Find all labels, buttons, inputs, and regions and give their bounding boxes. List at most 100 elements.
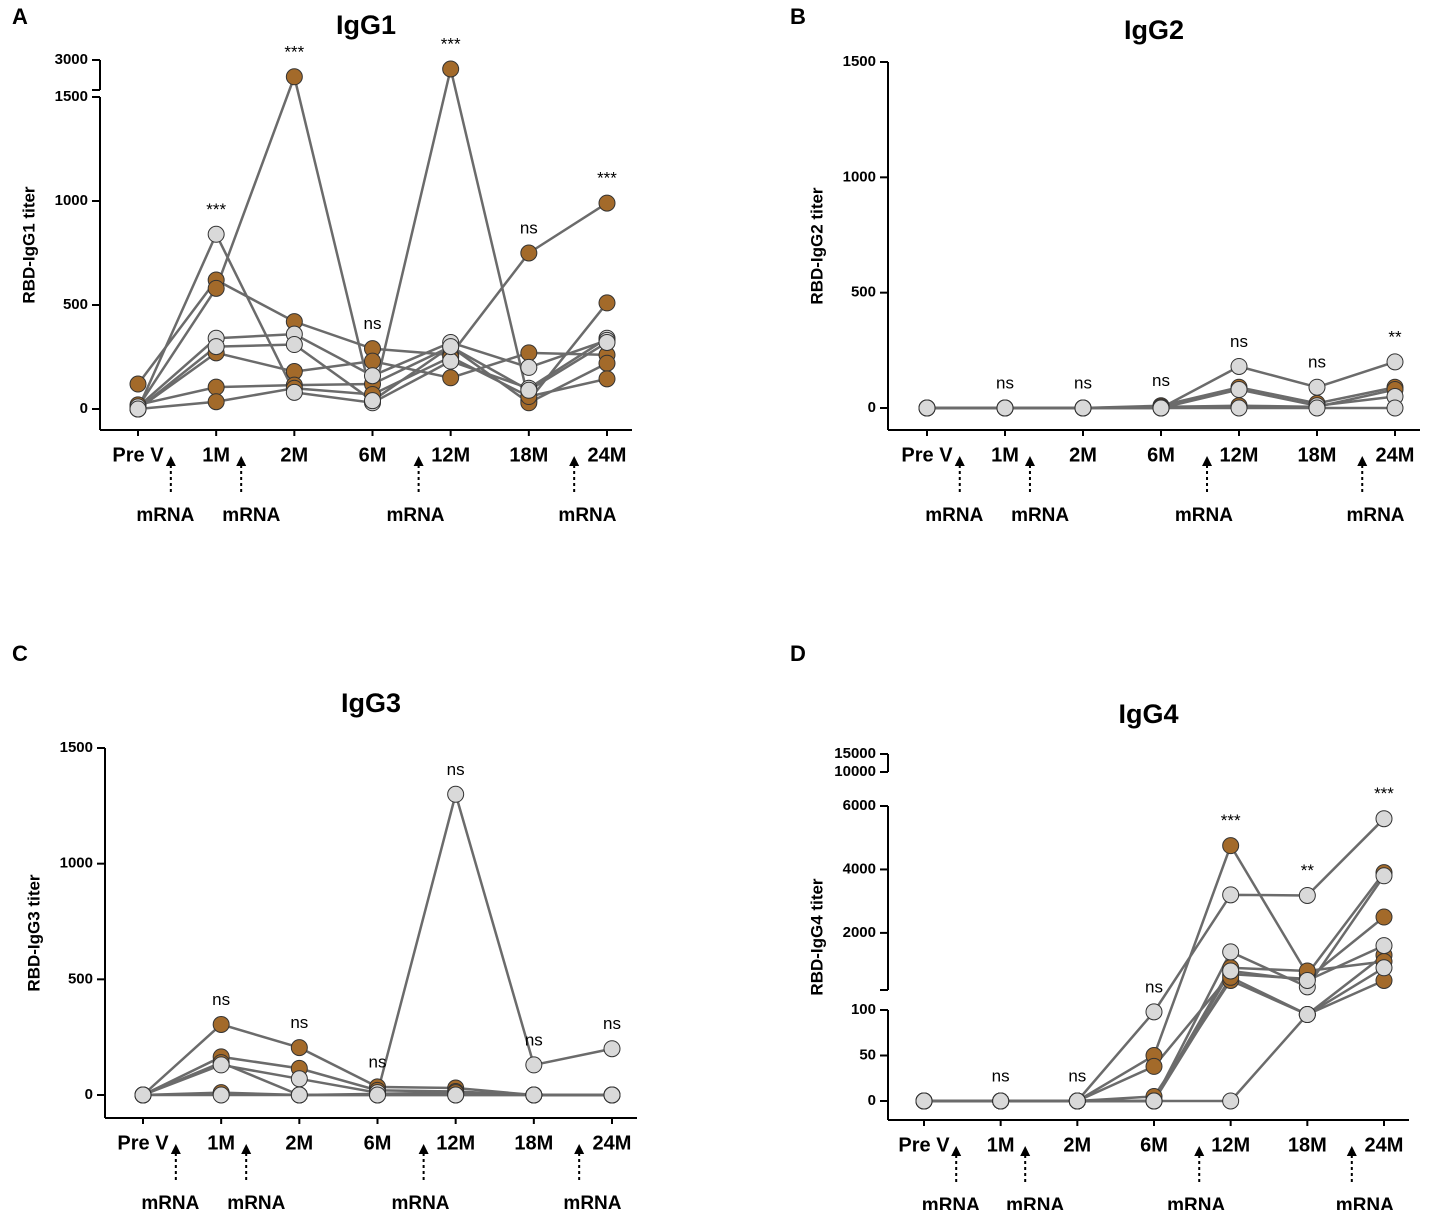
data-point [1230, 399, 1248, 417]
data-point [207, 279, 225, 297]
x-tick-label: 18M [1288, 1134, 1327, 1156]
data-point [290, 1039, 308, 1057]
x-tick-label: 18M [1298, 444, 1337, 466]
significance-label: ns [1230, 332, 1248, 351]
data-point [598, 294, 616, 312]
x-tick-label: 6M [359, 444, 387, 466]
data-point [603, 1086, 621, 1104]
data-point [520, 244, 538, 262]
significance-label: ns [1068, 1066, 1086, 1085]
x-tick-label: Pre V [117, 1132, 169, 1154]
data-point [1152, 399, 1170, 417]
data-point [447, 785, 465, 803]
data-point [442, 60, 460, 78]
y-tick-label: 1000 [843, 168, 876, 185]
data-point [1298, 971, 1316, 989]
y-tick-label: 500 [63, 296, 88, 313]
dose-label: mRNA [141, 1193, 199, 1210]
x-tick-label: 24M [593, 1132, 632, 1154]
dose-arrowhead [954, 456, 965, 466]
dose-arrowhead [236, 456, 247, 466]
data-point [1386, 353, 1404, 371]
y-tick-label: 0 [868, 1092, 876, 1109]
data-point [1145, 1057, 1163, 1075]
data-point [520, 381, 538, 399]
data-point [212, 1086, 230, 1104]
y-tick-label: 15000 [834, 745, 876, 762]
y-tick-label: 0 [80, 400, 88, 417]
dose-arrowhead [241, 1144, 252, 1154]
y-tick-label: 3000 [55, 51, 88, 68]
data-point [1308, 378, 1326, 396]
significance-label: *** [206, 200, 226, 219]
x-tick-label: 1M [202, 444, 230, 466]
dose-label: mRNA [227, 1193, 285, 1210]
y-tick-label: 1500 [60, 739, 93, 756]
significance-label: ns [603, 1014, 621, 1033]
data-point [1222, 1092, 1240, 1110]
data-point [996, 399, 1014, 417]
dose-arrowhead [165, 456, 176, 466]
significance-label: ns [1145, 977, 1163, 996]
dose-label: mRNA [1011, 505, 1069, 526]
dose-label: mRNA [558, 505, 616, 526]
dose-arrowhead [413, 456, 424, 466]
data-point [1386, 399, 1404, 417]
x-tick-label: 1M [207, 1132, 235, 1154]
panel-letter: A [12, 4, 28, 29]
significance-label: *** [284, 42, 304, 61]
data-point [207, 338, 225, 356]
y-tick-label: 6000 [843, 797, 876, 814]
dose-label: mRNA [222, 505, 280, 526]
y-tick-label: 1500 [55, 88, 88, 105]
dose-label: mRNA [563, 1193, 621, 1210]
data-point [364, 392, 381, 410]
significance-label: ns [369, 1052, 387, 1071]
x-tick-label: 2M [285, 1132, 313, 1154]
x-tick-label: 12M [1211, 1134, 1250, 1156]
dose-label: mRNA [1006, 1195, 1064, 1210]
dose-label: mRNA [1167, 1195, 1225, 1210]
dose-arrowhead [1357, 456, 1368, 466]
data-point [1074, 399, 1092, 417]
panel-letter: D [790, 641, 806, 666]
data-point [915, 1092, 933, 1110]
dose-arrowhead [170, 1144, 181, 1154]
dose-arrowhead [1346, 1146, 1357, 1156]
y-tick-label: 0 [85, 1086, 93, 1103]
data-point [212, 1015, 230, 1033]
dose-label: mRNA [925, 505, 983, 526]
dose-label: mRNA [391, 1193, 449, 1210]
data-point [1298, 1006, 1316, 1024]
data-point [1375, 810, 1393, 828]
data-point [442, 352, 460, 370]
data-point [1222, 886, 1240, 904]
data-point [1230, 357, 1248, 375]
y-axis-label: RBD-IgG4 titer [807, 878, 826, 996]
data-point [520, 358, 538, 376]
significance-label: ns [1308, 353, 1326, 372]
significance-label: ns [212, 990, 230, 1009]
data-point [129, 375, 147, 393]
data-point [520, 344, 538, 362]
data-point [1222, 837, 1240, 855]
dose-arrowhead [1202, 456, 1213, 466]
data-point [1145, 1092, 1163, 1110]
panel: C IgG3 RBD-IgG3 titer 0 500 1000 1500 Pre V 1M 2M… [12, 641, 637, 1214]
x-tick-label: 24M [1365, 1134, 1404, 1156]
data-point [290, 1086, 308, 1104]
dose-arrowhead [1024, 456, 1035, 466]
y-tick-label: 1500 [843, 53, 876, 70]
x-tick-label: 12M [1220, 444, 1259, 466]
significance-label: ns [1074, 373, 1092, 392]
data-point [442, 338, 460, 356]
data-point [364, 367, 381, 385]
series-line [142, 789, 613, 1097]
data-point [442, 369, 460, 387]
data-point [285, 336, 303, 354]
data-point [525, 1056, 543, 1074]
chart-title: IgG2 [1124, 15, 1184, 45]
significance-label: ns [525, 1030, 543, 1049]
data-point [212, 1056, 230, 1074]
